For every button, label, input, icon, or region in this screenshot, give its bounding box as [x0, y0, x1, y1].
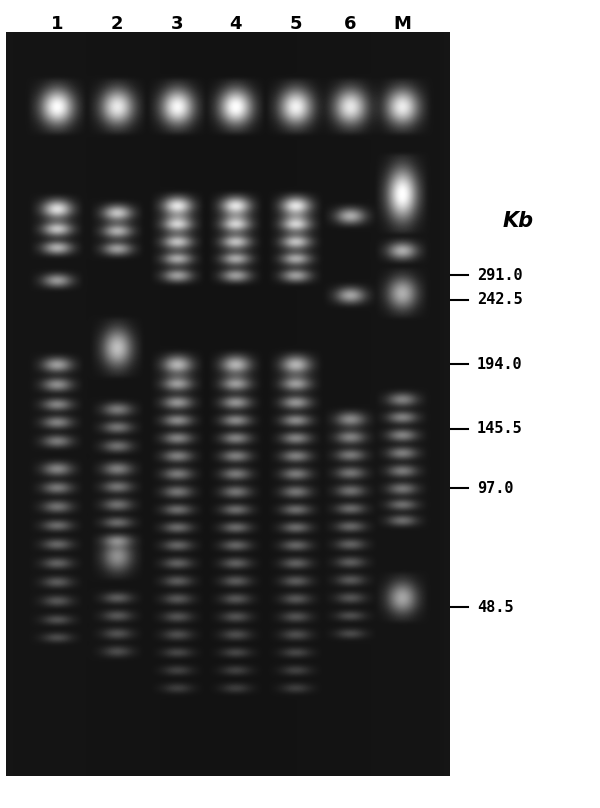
Text: 145.5: 145.5	[477, 421, 523, 436]
Text: 5: 5	[289, 15, 302, 33]
Text: 2: 2	[111, 15, 123, 33]
Text: Kb: Kb	[503, 211, 533, 230]
Text: 242.5: 242.5	[477, 292, 523, 307]
Text: 6: 6	[344, 15, 356, 33]
Text: 194.0: 194.0	[477, 357, 523, 372]
Text: 48.5: 48.5	[477, 600, 514, 615]
Text: 97.0: 97.0	[477, 481, 514, 496]
Text: 1: 1	[50, 15, 63, 33]
Text: 291.0: 291.0	[477, 267, 523, 283]
Text: 3: 3	[171, 15, 184, 33]
Text: 4: 4	[229, 15, 242, 33]
Text: M: M	[393, 15, 411, 33]
